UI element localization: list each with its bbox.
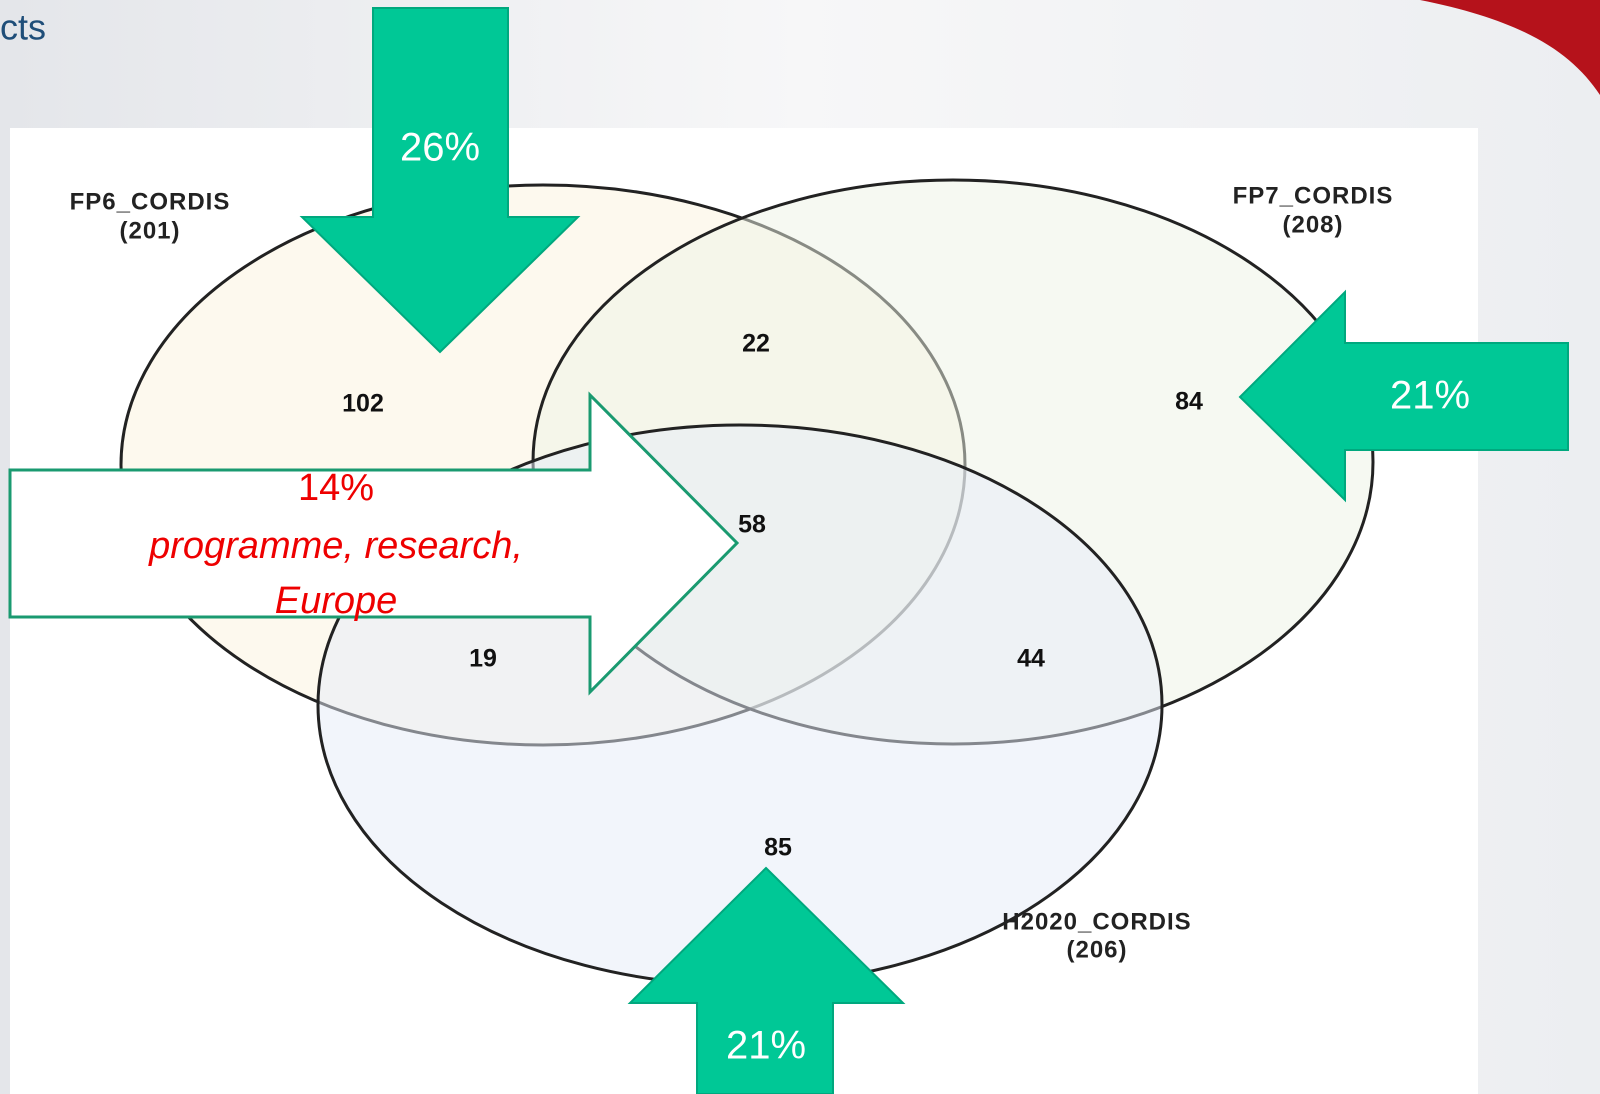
arrow-label: 21% <box>726 1024 806 1068</box>
set-count: (206) <box>1066 936 1127 963</box>
region-count: 84 <box>1175 388 1203 416</box>
decoration <box>1420 0 1600 95</box>
title: cts <box>0 7 46 48</box>
arrow <box>1238 289 1569 503</box>
arrow-label: Europe <box>275 580 398 622</box>
set-count: (201) <box>119 217 180 244</box>
region-count: 19 <box>469 645 497 673</box>
set-count: (208) <box>1282 211 1343 238</box>
region-count: 102 <box>342 390 384 418</box>
region-count: 85 <box>764 834 792 862</box>
set-name: FP7_CORDIS <box>1233 182 1394 209</box>
arrow-label: 26% <box>400 126 480 170</box>
region-count: 22 <box>742 330 770 358</box>
arrow-label: programme, research, <box>148 525 523 567</box>
set-name: FP6_CORDIS <box>70 188 231 215</box>
region-count: 44 <box>1017 645 1045 673</box>
region-count: 58 <box>738 511 766 539</box>
arrow <box>8 391 740 696</box>
arrow <box>627 866 906 1094</box>
arrow-label: 21% <box>1390 374 1470 418</box>
arrow <box>299 7 581 354</box>
arrow-label: 14% <box>298 467 374 509</box>
set-name: H2020_CORDIS <box>1002 908 1191 935</box>
